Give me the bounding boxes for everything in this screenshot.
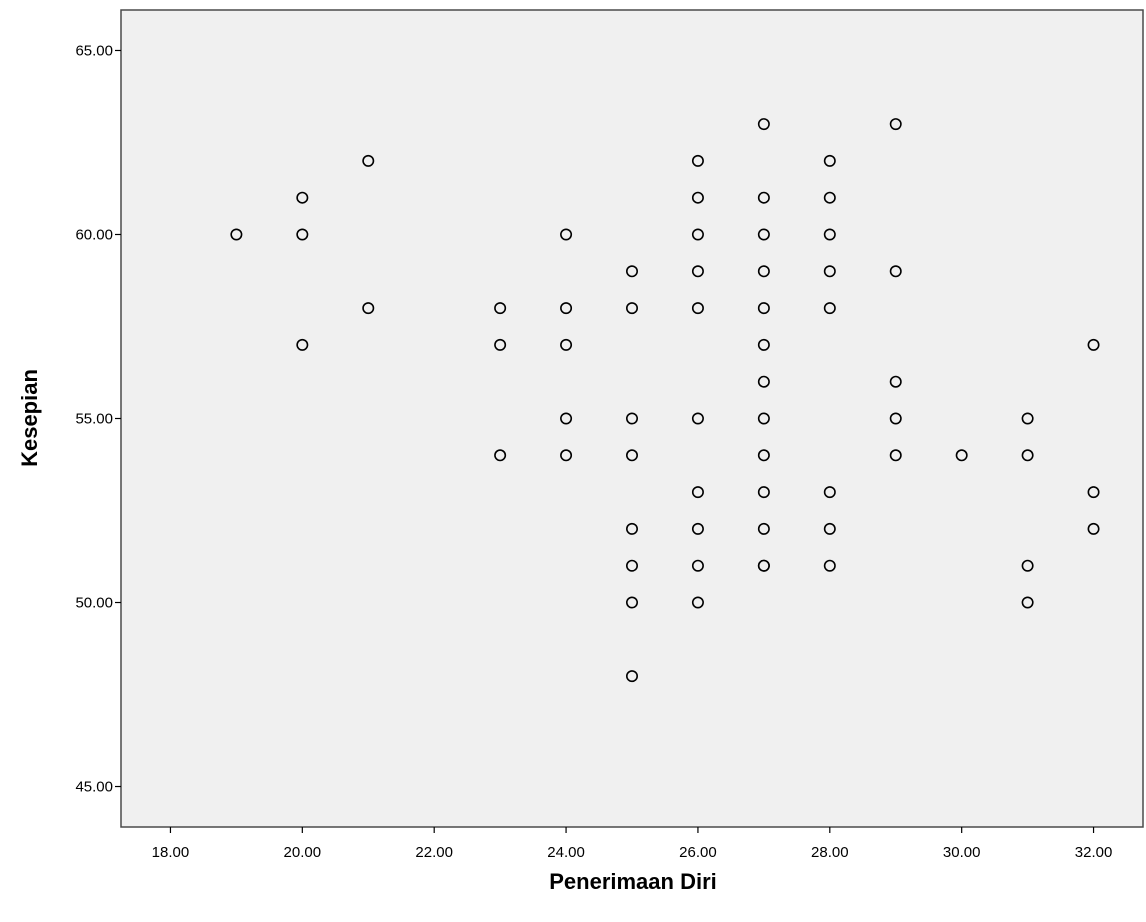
data-point [691, 486, 704, 499]
data-point [757, 338, 770, 351]
y-tick-label: 65.00 [75, 42, 113, 59]
data-point [823, 302, 836, 315]
data-point [757, 228, 770, 241]
y-tick-label: 45.00 [75, 779, 113, 796]
data-point [494, 449, 507, 462]
data-point [560, 302, 573, 315]
data-point [757, 412, 770, 425]
x-tick-label: 30.00 [943, 844, 981, 861]
x-axis-title: Penerimaan Diri [549, 869, 717, 894]
data-point [625, 265, 638, 278]
y-tick-label: 50.00 [75, 595, 113, 612]
data-point [757, 375, 770, 388]
data-point [691, 191, 704, 204]
data-point [823, 559, 836, 572]
data-point [1087, 486, 1100, 499]
data-point [889, 118, 902, 131]
data-point [955, 449, 968, 462]
data-point [494, 338, 507, 351]
data-point [1021, 596, 1034, 609]
data-point [625, 449, 638, 462]
data-point [560, 228, 573, 241]
data-point [691, 412, 704, 425]
data-point [757, 265, 770, 278]
data-point [757, 486, 770, 499]
data-point [757, 118, 770, 131]
data-point [625, 522, 638, 535]
data-point [362, 154, 375, 167]
x-tick-label: 32.00 [1075, 844, 1113, 861]
data-point [1021, 412, 1034, 425]
data-point [625, 302, 638, 315]
data-point [691, 522, 704, 535]
data-point [691, 154, 704, 167]
data-point [625, 559, 638, 572]
x-tick-label: 28.00 [811, 844, 849, 861]
y-tick-label: 55.00 [75, 411, 113, 428]
data-point [230, 228, 243, 241]
data-point [625, 412, 638, 425]
data-point [1087, 522, 1100, 535]
data-point [757, 302, 770, 315]
data-point [889, 265, 902, 278]
data-point [757, 559, 770, 572]
data-point [889, 449, 902, 462]
data-point [560, 338, 573, 351]
data-point [823, 522, 836, 535]
data-point [757, 191, 770, 204]
data-point [494, 302, 507, 315]
data-point [691, 302, 704, 315]
data-point [296, 338, 309, 351]
x-tick-label: 26.00 [679, 844, 717, 861]
data-point [625, 596, 638, 609]
x-tick-label: 22.00 [415, 844, 453, 861]
data-point [823, 486, 836, 499]
data-point [823, 228, 836, 241]
data-point [1021, 559, 1034, 572]
data-point [757, 449, 770, 462]
data-point [691, 559, 704, 572]
data-point [296, 228, 309, 241]
x-tick-label: 20.00 [284, 844, 322, 861]
data-point [691, 596, 704, 609]
data-point [823, 265, 836, 278]
x-tick-label: 24.00 [547, 844, 585, 861]
data-point [889, 375, 902, 388]
data-point [691, 265, 704, 278]
data-point [691, 228, 704, 241]
data-point [625, 670, 638, 683]
data-point [362, 302, 375, 315]
data-point [823, 191, 836, 204]
y-axis-title: Kesepian [17, 369, 42, 467]
data-point [296, 191, 309, 204]
x-tick-label: 18.00 [152, 844, 190, 861]
data-point [823, 154, 836, 167]
data-point [560, 449, 573, 462]
data-point [560, 412, 573, 425]
data-point [1087, 338, 1100, 351]
data-point [1021, 449, 1034, 462]
data-point [889, 412, 902, 425]
data-point [757, 522, 770, 535]
y-tick-label: 60.00 [75, 226, 113, 243]
